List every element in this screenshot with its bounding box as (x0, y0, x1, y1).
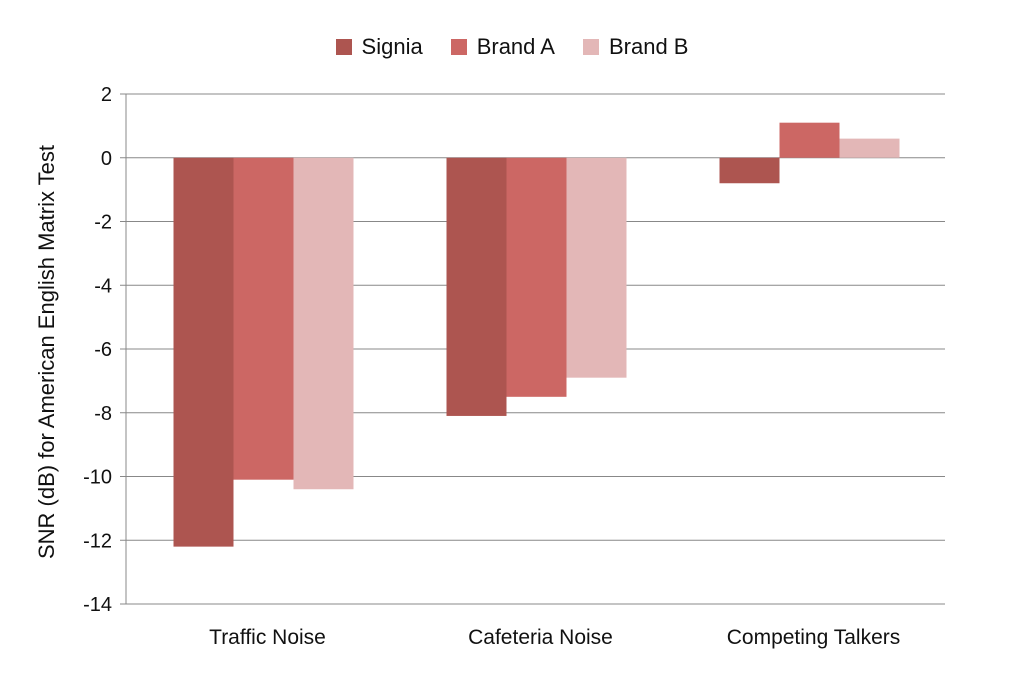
y-tick-label: -8 (94, 403, 112, 425)
legend-swatch-signia (335, 39, 352, 55)
x-tick-label: Competing Talkers (727, 626, 901, 649)
bar-brand-b-cafeteria-noise (566, 157, 627, 378)
legend-item-brand-a: Brand A (450, 34, 555, 60)
y-tick-label: -6 (94, 339, 112, 361)
bar-brand-a-competing-talkers (779, 122, 840, 158)
legend: Signia Brand A Brand B (0, 34, 1024, 60)
bar-brand-a-traffic-noise (233, 157, 294, 480)
bars (173, 122, 900, 547)
y-tick-label: -4 (94, 275, 112, 297)
legend-item-signia: Signia (335, 34, 423, 60)
legend-swatch-brand-b (582, 39, 599, 55)
legend-label-signia: Signia (361, 34, 423, 59)
y-tick-label: 2 (101, 84, 112, 106)
x-tick-label: Traffic Noise (209, 626, 326, 649)
legend-label-brand-a: Brand A (476, 34, 555, 59)
bar-signia-traffic-noise (173, 157, 234, 547)
y-axis-label: SNR (dB) for American English Matrix Tes… (34, 145, 59, 559)
x-tick-label: Cafeteria Noise (468, 626, 613, 649)
bar-brand-a-cafeteria-noise (506, 157, 567, 397)
legend-item-brand-b: Brand B (582, 34, 689, 60)
y-axis-ticks: 2 0 -2 -4 -6 -8 -10 -12 -14 (83, 84, 126, 616)
bar-brand-b-competing-talkers (839, 138, 900, 158)
legend-swatch-brand-a (450, 39, 467, 55)
legend-label-brand-b: Brand B (608, 34, 689, 59)
x-axis-ticks: Traffic Noise Cafeteria Noise Competing Ta… (209, 626, 900, 649)
bar-signia-cafeteria-noise (446, 157, 507, 416)
y-tick-label: -2 (94, 212, 112, 234)
bar-signia-competing-talkers (719, 157, 780, 184)
bar-brand-b-traffic-noise (293, 157, 354, 490)
y-tick-label: -14 (83, 594, 112, 616)
y-tick-label: -12 (83, 530, 112, 552)
y-tick-label: 0 (101, 148, 112, 170)
y-tick-label: -10 (83, 467, 112, 489)
